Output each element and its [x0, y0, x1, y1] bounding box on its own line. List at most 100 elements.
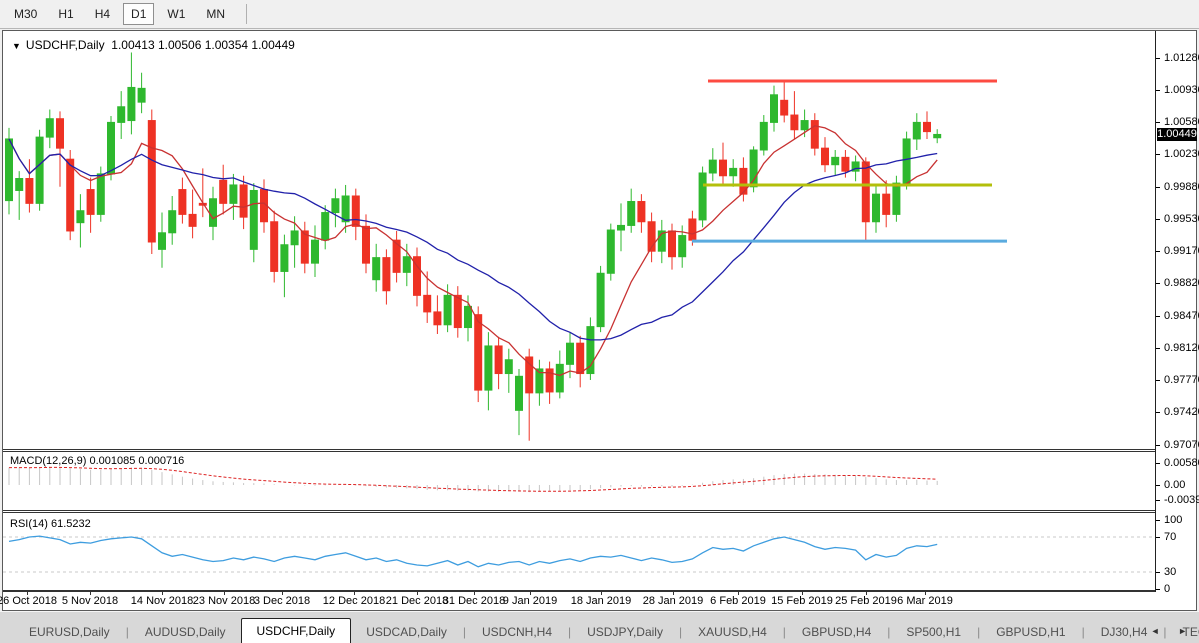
timeframe-toolbar: M30 H1 H4 D1 W1 MN — [0, 0, 1199, 29]
date-label: 28 Jan 2019 — [642, 595, 704, 607]
tab-scroll-left-icon[interactable]: ◄ — [1150, 626, 1168, 636]
chart-ohlc-values: 1.00413 1.00506 1.00354 1.00449 — [111, 38, 295, 52]
rsi-axis-label: 70 — [1164, 531, 1177, 543]
date-label: 9 Jan 2019 — [502, 595, 558, 607]
timeframe-button-h1[interactable]: H1 — [58, 7, 74, 21]
tab-separator: | — [887, 625, 891, 639]
tab-scroll-right-icon[interactable]: ► — [1178, 626, 1195, 636]
pane-separator[interactable] — [3, 510, 1196, 513]
date-label: 25 Feb 2019 — [835, 595, 897, 607]
price-axis-label: 1.00930 — [1164, 84, 1199, 96]
axis-tick — [1156, 537, 1160, 538]
tab-separator: | — [1081, 625, 1085, 639]
date-label: 26 Oct 2018 — [0, 595, 57, 607]
tab-scroll-arrows[interactable]: ◄ ► — [1151, 626, 1195, 636]
date-label: 6 Feb 2019 — [710, 595, 766, 607]
timeframe-button-d1[interactable]: D1 — [123, 3, 155, 25]
axis-tick — [1156, 485, 1160, 486]
tab-audusd-daily[interactable]: AUDUSD,Daily — [144, 624, 226, 639]
date-tick — [673, 592, 674, 595]
tab-usdcnh-h4[interactable]: USDCNH,H4 — [482, 624, 553, 639]
time-axis[interactable]: 26 Oct 2018 5 Nov 2018 14 Nov 2018 23 Nov 2… — [0, 592, 1196, 610]
rsi-pane[interactable] — [3, 513, 1155, 590]
tab-gbpusd-h4[interactable]: GBPUSD,H4 — [801, 624, 872, 639]
date-tick — [354, 592, 355, 595]
tab-usdcad-daily[interactable]: USDCAD,Daily — [366, 624, 447, 639]
macd-pane[interactable] — [3, 451, 1155, 510]
date-tick — [738, 592, 739, 595]
axis-tick — [1156, 154, 1160, 155]
chart-title: ▼ USDCHF,Daily 1.00413 1.00506 1.00354 1.… — [12, 38, 295, 52]
pane-separator[interactable] — [3, 449, 1196, 452]
date-label: 23 Nov 2018 — [192, 595, 256, 607]
rsi-indicator-label: RSI(14) 61.5232 — [10, 518, 91, 530]
tab-usdchf-daily[interactable]: USDCHF,Daily — [240, 618, 352, 643]
axis-tick — [1156, 589, 1160, 590]
tab-dj30-h4[interactable]: DJ30,H4 — [1100, 624, 1148, 639]
axis-tick — [1156, 380, 1160, 381]
axis-tick — [1156, 500, 1160, 501]
timeframe-button-m30[interactable]: M30 — [14, 7, 38, 21]
tab-separator: | — [1163, 625, 1167, 639]
axis-tick — [1156, 572, 1160, 573]
chart-dropdown-icon[interactable]: ▼ — [12, 41, 21, 51]
date-label: 5 Nov 2018 — [61, 595, 119, 607]
date-label: 18 Jan 2019 — [570, 595, 632, 607]
date-tick — [474, 592, 475, 595]
chart-window: ▼ USDCHF,Daily 1.00413 1.00506 1.00354 1.… — [0, 30, 1199, 611]
macd-axis-label: 0.00 — [1164, 479, 1186, 491]
axis-tick — [1156, 520, 1160, 521]
axis-tick — [1156, 251, 1160, 252]
axis-tick — [1156, 219, 1160, 220]
date-tick — [530, 592, 531, 595]
axis-tick — [1156, 445, 1160, 446]
tab-tech100-h1[interactable]: TECH100,H1 — [1182, 624, 1199, 639]
axis-tick — [1156, 316, 1160, 317]
timeframe-button-mn[interactable]: MN — [206, 7, 226, 21]
axis-tick — [1156, 122, 1160, 123]
price-chart-pane[interactable] — [3, 31, 1155, 449]
timeframe-button-w1[interactable]: W1 — [167, 7, 186, 21]
tab-eurusd-daily[interactable]: EURUSD,Daily — [29, 624, 110, 639]
date-tick — [224, 592, 225, 595]
macd-axis-label: 0.005802 — [1164, 457, 1199, 469]
tab-separator: | — [462, 625, 466, 639]
macd-axis-label: -0.003945 — [1164, 494, 1199, 506]
axis-tick — [1156, 90, 1160, 91]
axis-tick — [1156, 283, 1160, 284]
tab-separator: | — [977, 625, 981, 639]
axis-tick — [1156, 348, 1160, 349]
date-label: 21 Dec 2018 — [385, 595, 449, 607]
date-tick — [162, 592, 163, 595]
date-tick — [802, 592, 803, 595]
toolbar-separator — [246, 4, 248, 24]
tab-separator: | — [782, 625, 786, 639]
date-label: 14 Nov 2018 — [130, 595, 194, 607]
axis-tick — [1156, 187, 1160, 188]
axis-tick — [1156, 463, 1160, 464]
date-tick — [601, 592, 602, 595]
date-label: 15 Feb 2019 — [771, 595, 833, 607]
date-tick — [866, 592, 867, 595]
rsi-axis-label: 0 — [1164, 583, 1171, 595]
tab-usdjpy-daily[interactable]: USDJPY,Daily — [587, 624, 663, 639]
tab-xauusd-h4[interactable]: XAUUSD,H4 — [698, 624, 767, 639]
price-axis-label: 1.01280 — [1164, 52, 1199, 64]
date-tick — [417, 592, 418, 595]
date-tick — [90, 592, 91, 595]
timeframe-button-h4[interactable]: H4 — [94, 7, 111, 21]
chart-symbol-label: USDCHF,Daily — [25, 38, 105, 52]
tab-sp500-h1[interactable]: SP500,H1 — [906, 624, 962, 639]
tab-gbpusd-h1[interactable]: GBPUSD,H1 — [996, 624, 1066, 639]
